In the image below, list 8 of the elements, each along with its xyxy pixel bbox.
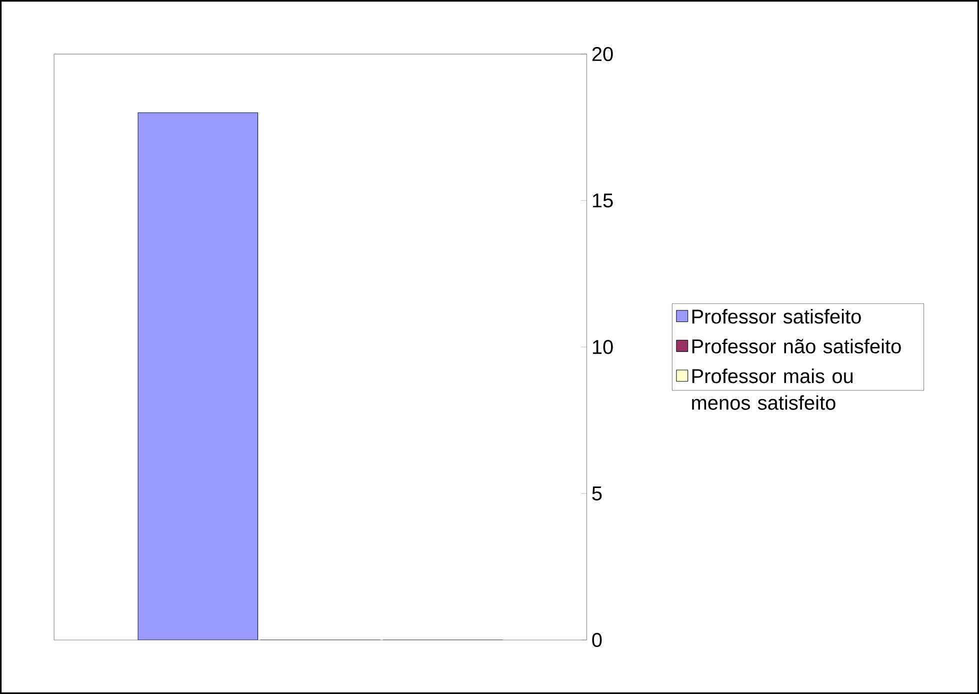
legend-label: Professor mais ou menos satisfeito <box>692 368 853 410</box>
y-tick-label: 20 <box>592 46 613 62</box>
y-tick-label: 5 <box>592 486 602 500</box>
legend-label: Professor não satisfeito <box>692 338 901 354</box>
legend-label: Professor satisfeito <box>692 308 861 324</box>
y-tick-label: 10 <box>592 340 613 354</box>
y-tick-label: 15 <box>592 194 613 208</box>
y-tick-label: 0 <box>592 632 602 648</box>
